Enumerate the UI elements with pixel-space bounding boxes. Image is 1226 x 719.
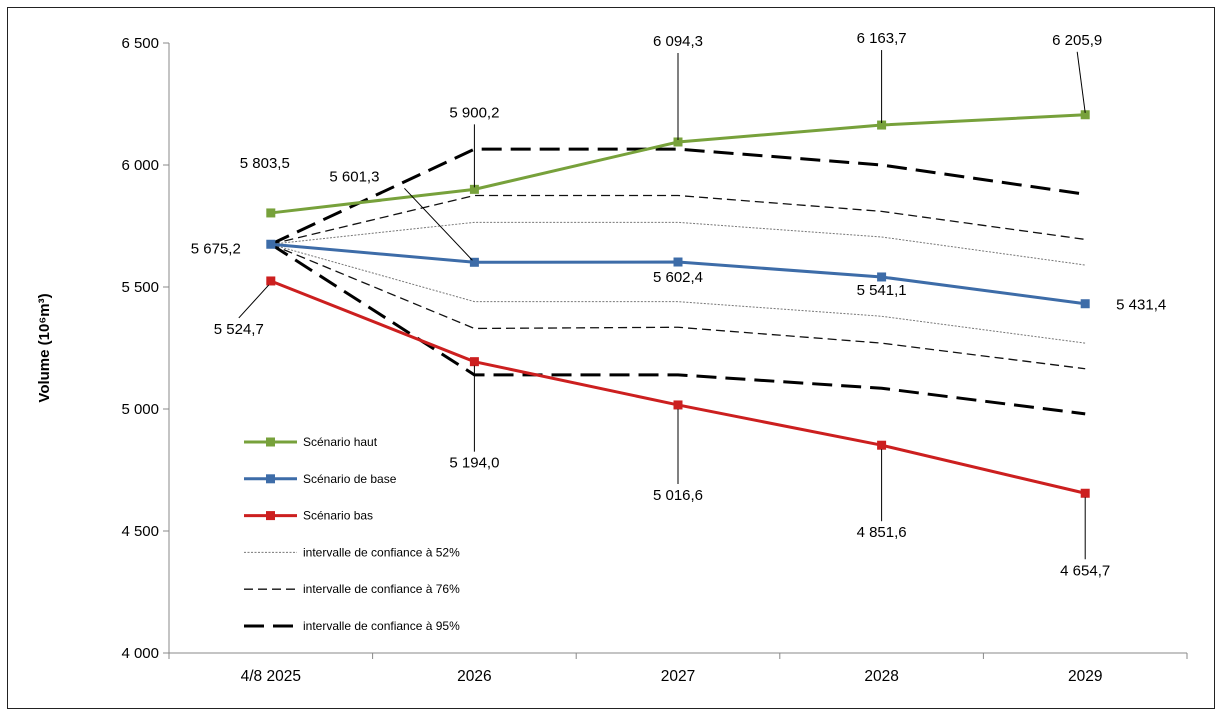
data-label: 5 016,6 bbox=[653, 487, 703, 504]
data-label: 5 803,5 bbox=[240, 155, 290, 172]
series-lines bbox=[266, 110, 1090, 498]
axes: 4 000 4 500 5 000 5 500 6 000 6 500 4/8 2025 20… bbox=[121, 35, 1188, 685]
x-tick-label: 2029 bbox=[1068, 668, 1102, 685]
label-leader-line bbox=[1076, 51, 1086, 113]
data-point-marker bbox=[469, 257, 479, 267]
y-tick-label: 4 500 bbox=[121, 523, 159, 540]
legend-swatch-marker bbox=[266, 511, 275, 521]
interval-lower-line bbox=[270, 243, 1086, 344]
data-point-marker bbox=[877, 272, 887, 282]
data-label: 6 094,3 bbox=[653, 33, 703, 50]
data-point-marker bbox=[1080, 299, 1090, 309]
legend-entry: Scénario de base bbox=[303, 472, 397, 486]
x-tick-label: 2027 bbox=[661, 668, 695, 685]
y-tick-label: 6 500 bbox=[121, 35, 159, 52]
data-point-marker bbox=[469, 357, 479, 367]
data-label: 5 431,4 bbox=[1116, 297, 1166, 314]
legend-swatch-marker bbox=[266, 437, 275, 447]
interval-upper-line bbox=[270, 147, 1086, 246]
data-label: 4 851,6 bbox=[857, 524, 907, 541]
legend-entry: Scénario bas bbox=[303, 509, 373, 523]
data-point-marker bbox=[877, 440, 887, 450]
interval-lower-line bbox=[269, 242, 1086, 416]
data-label: 5 900,2 bbox=[449, 104, 499, 121]
interval-lower-line bbox=[270, 243, 1086, 370]
confidence-intervals bbox=[269, 147, 1086, 416]
y-tick-label: 6 000 bbox=[121, 157, 159, 174]
data-point-marker bbox=[266, 208, 276, 218]
data-label: 5 602,4 bbox=[653, 269, 703, 286]
data-point-marker bbox=[673, 400, 683, 410]
x-tick-label: 2026 bbox=[457, 668, 491, 685]
y-tick-label: 4 000 bbox=[121, 645, 159, 662]
interval-upper-line bbox=[270, 194, 1086, 245]
legend-entry: intervalle de confiance à 52% bbox=[303, 545, 460, 559]
legend: Scénario haut Scénario de base Scénario ba… bbox=[244, 435, 460, 633]
data-point-marker bbox=[1080, 110, 1090, 120]
data-label: 6 163,7 bbox=[857, 30, 907, 47]
y-tick-label: 5 000 bbox=[121, 401, 159, 418]
data-point-marker bbox=[266, 239, 276, 249]
chart-frame bbox=[7, 7, 1215, 709]
data-label: 5 541,1 bbox=[857, 282, 907, 299]
data-point-marker bbox=[877, 120, 887, 130]
legend-entry: intervalle de confiance à 95% bbox=[303, 619, 460, 633]
label-leader-line bbox=[404, 187, 473, 261]
y-tick-label: 5 500 bbox=[121, 279, 159, 296]
data-point-marker bbox=[673, 137, 683, 147]
legend-entry: intervalle de confiance à 76% bbox=[303, 582, 460, 596]
y-axis-label: Volume (10⁶m³) bbox=[36, 293, 53, 402]
data-point-marker bbox=[673, 257, 683, 267]
data-label: 6 205,9 bbox=[1052, 32, 1102, 49]
x-tick-label: 4/8 2025 bbox=[241, 668, 301, 685]
legend-entry: Scénario haut bbox=[303, 435, 378, 449]
label-leader-line bbox=[238, 284, 270, 319]
data-point-marker bbox=[469, 184, 479, 194]
data-label: 5 194,0 bbox=[449, 455, 499, 472]
data-label: 5 601,3 bbox=[329, 168, 379, 185]
data-point-marker bbox=[266, 276, 276, 286]
legend-swatch-marker bbox=[266, 474, 275, 484]
data-label: 5 524,7 bbox=[214, 321, 264, 338]
interval-upper-line bbox=[270, 221, 1086, 266]
data-point-marker bbox=[1080, 488, 1090, 498]
data-label: 4 654,7 bbox=[1060, 562, 1110, 579]
x-tick-label: 2028 bbox=[864, 668, 898, 685]
data-label: 5 675,2 bbox=[191, 240, 241, 257]
data-labels: 5 803,5 5 900,2 6 094,3 6 163,7 6 205,9 5 675… bbox=[191, 30, 1166, 579]
